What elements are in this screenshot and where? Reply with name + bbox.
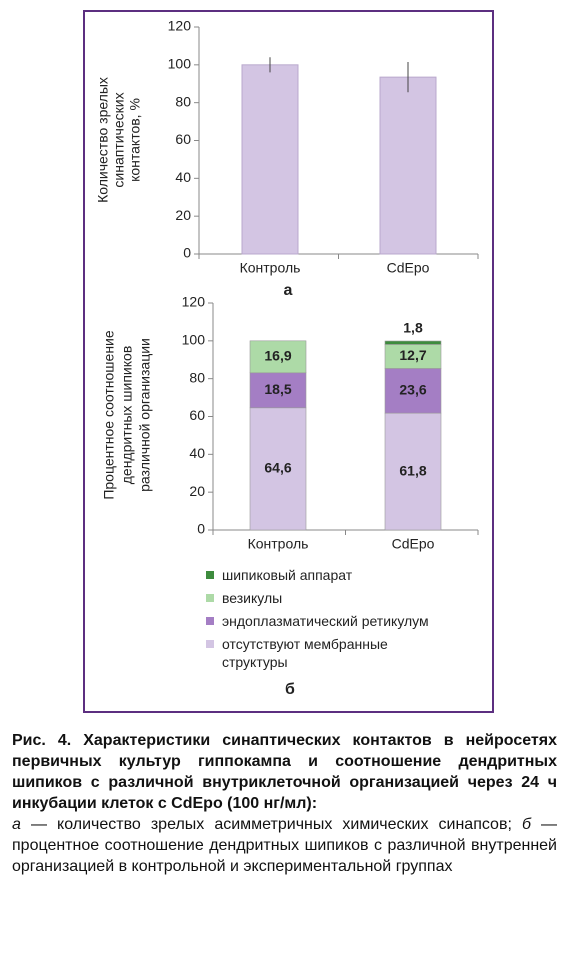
- caption-segment: — количество зрелых асимметричных химиче…: [20, 816, 522, 833]
- y-tick-label: 0: [183, 245, 191, 261]
- bar-segment: [249, 372, 307, 409]
- bar-segment: [249, 340, 307, 374]
- data-label: 64,6: [264, 460, 291, 476]
- y-axis-label: синаптических: [111, 92, 127, 187]
- y-tick-label: 20: [175, 207, 191, 223]
- y-tick-label: 60: [175, 131, 191, 147]
- legend-label: эндоплазматический ретикулум: [222, 613, 429, 629]
- bar: [379, 76, 437, 255]
- caption-segment: б: [521, 816, 531, 833]
- legend-label: отсутствуют мембранные структуры: [222, 636, 388, 670]
- data-label: 12,7: [399, 347, 426, 363]
- legend-label: везикулы: [222, 590, 283, 606]
- legend-label: шипиковый аппарат: [222, 567, 353, 583]
- y-tick-label: 60: [189, 407, 205, 423]
- x-tick-label: CdEpo: [387, 260, 430, 276]
- legend-item: отсутствуют мембранные структуры: [206, 635, 456, 671]
- frame: [83, 10, 494, 713]
- x-tick-label: CdEpo: [392, 536, 435, 552]
- caption-title: Рис. 4. Характеристики синаптических кон…: [12, 732, 557, 812]
- bar-segment: [384, 344, 442, 369]
- bar-segment: [384, 340, 442, 345]
- legend-swatch: [206, 571, 214, 579]
- figure: 0 20 40 60 80 100 120 Количество зрелых синаптич…: [83, 10, 494, 713]
- legend-swatch: [206, 594, 214, 602]
- legend-item: везикулы: [206, 589, 456, 607]
- data-label: 23,6: [399, 381, 426, 397]
- legend-swatch: [206, 617, 214, 625]
- y-tick-label: 80: [189, 369, 205, 385]
- caption-body: а — количество зрелых асимметричных хими…: [12, 814, 557, 877]
- legend: шипиковый аппарат везикулы эндоплазматичес…: [206, 566, 456, 676]
- bar: [241, 64, 299, 255]
- bar-segment: [249, 407, 307, 531]
- y-axis-label: контактов, %: [127, 98, 143, 182]
- y-tick-label: 120: [168, 18, 192, 34]
- data-label: 61,8: [399, 462, 426, 478]
- y-tick-label: 100: [168, 56, 192, 72]
- panel-label: а: [284, 282, 293, 299]
- data-label: 18,5: [264, 381, 291, 397]
- caption-segment: — процентное соотношение дендритных шипи…: [12, 816, 558, 875]
- legend-swatch: [206, 640, 214, 648]
- y-tick-label: 0: [197, 521, 205, 537]
- data-label: 16,9: [264, 348, 291, 364]
- bar-segment: [384, 368, 442, 414]
- caption: Рис. 4. Характеристики синаптических кон…: [12, 730, 557, 877]
- y-axis-label: Количество зрелых: [95, 77, 111, 203]
- data-label: 1,8: [403, 320, 423, 336]
- y-tick-label: 100: [182, 332, 206, 348]
- x-tick-label: Контроль: [248, 536, 309, 552]
- y-tick-label: 40: [189, 445, 205, 461]
- y-axis-label: дендритных шипиков: [119, 346, 135, 485]
- bar-segment: [384, 412, 442, 531]
- caption-segment: а: [12, 816, 21, 833]
- y-tick-label: 20: [189, 483, 205, 499]
- y-axis-label: различной организации: [137, 338, 153, 492]
- x-tick-label: Контроль: [240, 260, 301, 276]
- y-axis-label: Процентное соотношение: [101, 330, 117, 500]
- y-tick-label: 40: [175, 169, 191, 185]
- legend-item: шипиковый аппарат: [206, 566, 456, 584]
- y-tick-label: 120: [182, 294, 206, 310]
- legend-item: эндоплазматический ретикулум: [206, 612, 456, 630]
- y-tick-label: 80: [175, 93, 191, 109]
- panel-label: б: [285, 681, 295, 698]
